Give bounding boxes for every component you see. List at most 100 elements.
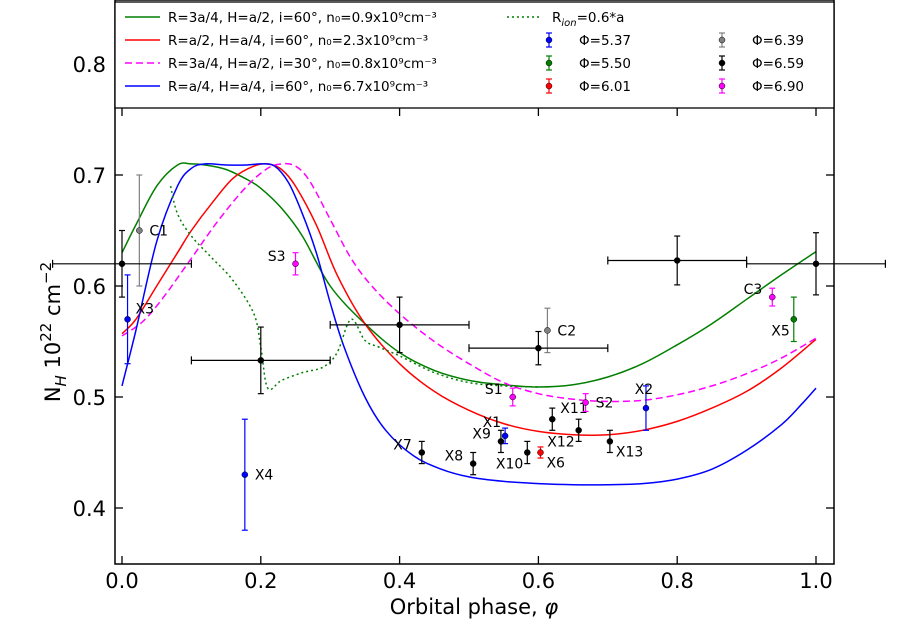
marker — [501, 432, 509, 440]
data-point-X11: X11 — [549, 401, 588, 431]
legend-label-group-4: Φ=6.59 — [752, 56, 804, 72]
legend-label-1: R=a/2, H=a/4, i=60°, n₀=2.3x10⁹cm⁻³ — [168, 33, 428, 49]
x-tick-label: 0.6 — [522, 569, 555, 593]
data-point-bin-8 — [51, 229, 192, 298]
point-label: X8 — [445, 449, 464, 465]
legend-marker-1 — [545, 55, 553, 71]
marker — [509, 393, 516, 401]
legend-dot — [545, 59, 553, 67]
legend-marker-4 — [718, 55, 726, 71]
y-tick-label: 0.4 — [73, 497, 106, 521]
x-tick-label: 1.0 — [799, 569, 832, 593]
marker — [582, 399, 589, 406]
legend-label-group-5: Φ=6.90 — [752, 79, 804, 95]
x-tick-label: 0.4 — [383, 569, 416, 593]
data-point-C2: C2 — [544, 307, 576, 354]
data-point-bin-9 — [190, 326, 331, 395]
data-point-C1: C1 — [136, 174, 168, 287]
data-point-X8: X8 — [445, 449, 477, 476]
legend-marker-0 — [545, 32, 553, 48]
legend-label-0: R=3a/4, H=a/2, i=60°, n₀=0.9x10⁹cm⁻³ — [168, 10, 437, 26]
model-curve-1 — [121, 162, 817, 436]
marker — [673, 257, 681, 264]
data-point-bin-12 — [607, 235, 748, 286]
point-label: X5 — [771, 323, 790, 339]
data-point-X3: X3 — [124, 274, 155, 365]
data-point-C3: C3 — [744, 282, 776, 307]
y-tick-label: 0.8 — [73, 53, 106, 77]
x-tick-label: 0.8 — [660, 569, 693, 593]
legend: R=3a/4, H=a/2, i=60°, n₀=0.9x10⁹cm⁻³ R=a/… — [114, 1, 835, 109]
axis-ticks: 0.0 0.2 0.4 0.6 0.8 1.0 0.4 0.5 0.6 0.7 0.8 — [73, 53, 834, 593]
legend-dot — [718, 59, 726, 67]
point-label: C3 — [744, 282, 763, 298]
legend-dot — [545, 82, 553, 90]
legend-marker-5 — [718, 78, 726, 94]
legend-label-3: R=a/4, H=a/4, i=60°, n₀=6.7x10⁹cm⁻³ — [168, 79, 428, 95]
legend-box — [114, 1, 835, 109]
legend-dot — [718, 82, 726, 90]
marker — [575, 427, 582, 434]
legend-marker-2 — [545, 78, 553, 94]
data-point-X5: X5 — [771, 296, 798, 343]
marker — [535, 344, 542, 352]
marker — [812, 260, 820, 268]
model-curve-0 — [121, 162, 817, 388]
x-tick-label: 0.0 — [105, 569, 138, 593]
legend-dot — [545, 36, 553, 44]
point-label: X13 — [616, 444, 643, 460]
legend-marker-3 — [718, 32, 726, 48]
marker — [124, 316, 131, 323]
marker — [497, 438, 505, 445]
point-label: X1 — [483, 415, 502, 431]
data-point-X7: X7 — [393, 438, 426, 465]
marker — [118, 260, 126, 268]
marker — [292, 260, 299, 268]
point-label: C2 — [557, 323, 576, 339]
point-label: S3 — [268, 249, 286, 265]
legend-label-2: R=3a/4, H=a/2, i=30°, n₀=0.8x10⁹cm⁻³ — [168, 56, 437, 72]
x-tick-label: 0.2 — [244, 569, 277, 593]
legend-label-group-3: Φ=6.39 — [752, 33, 804, 49]
data-point-X10: X10 — [496, 440, 531, 473]
legend-label-group-2: Φ=6.01 — [579, 79, 631, 95]
point-label: X2 — [635, 382, 654, 398]
point-label: X10 — [496, 457, 523, 473]
y-axis-title: NH 1022 cm−2 — [37, 262, 70, 402]
y-tick-label: 0.5 — [73, 386, 106, 410]
data-point-X1: X1 — [483, 415, 509, 445]
data-point-S3: S3 — [268, 249, 299, 276]
point-label: X7 — [393, 438, 412, 454]
y-tick-label: 0.6 — [73, 275, 106, 299]
data-point-X13: X13 — [606, 429, 643, 460]
marker — [396, 321, 403, 329]
point-label: X11 — [560, 401, 587, 417]
marker — [606, 438, 614, 445]
data-point-X6: X6 — [537, 446, 565, 472]
data-point-S1: S1 — [485, 382, 516, 407]
point-label: X3 — [136, 301, 155, 317]
model-curves — [121, 162, 817, 486]
x-axis-title: Orbital phase, φ — [390, 595, 559, 619]
marker — [241, 471, 249, 478]
data-point-bin-10 — [329, 296, 470, 354]
point-label: X12 — [547, 434, 574, 450]
data-point-X12: X12 — [547, 418, 582, 450]
model-curve-4 — [169, 185, 539, 391]
data-point-X9: X9 — [472, 426, 505, 454]
data-point-X4: X4 — [241, 418, 273, 531]
marker — [790, 316, 798, 323]
data-points: X3 X4 X1 X2 X5 X6 C1 C2 X7 X8 X9 X10 X11 X12 X13 S1 S2 S3… — [51, 174, 887, 531]
marker — [524, 449, 531, 456]
data-point-X2: X2 — [635, 382, 654, 431]
legend-label-4: Rion=0.6*a — [552, 10, 624, 29]
point-label: S1 — [485, 382, 503, 398]
legend-label-group-1: Φ=5.50 — [579, 56, 631, 72]
marker — [549, 415, 556, 423]
point-label: X6 — [546, 456, 565, 472]
point-label: X9 — [472, 426, 491, 442]
marker — [418, 449, 426, 456]
legend-dot — [718, 36, 726, 44]
marker — [642, 404, 650, 412]
